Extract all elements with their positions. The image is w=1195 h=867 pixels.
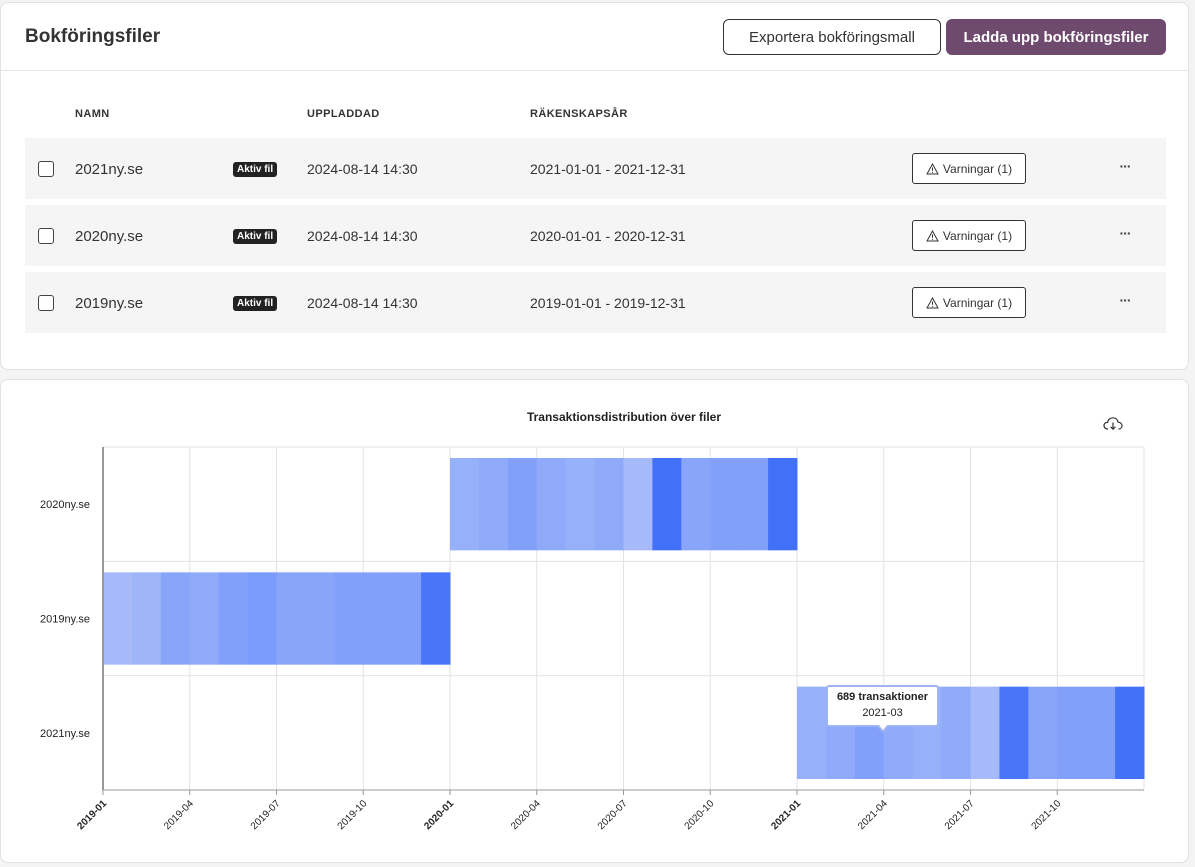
x-tick-label: 2019-01 bbox=[75, 798, 109, 832]
upload-files-button[interactable]: Ladda upp bokföringsfiler bbox=[946, 19, 1166, 55]
heatmap-cell bbox=[999, 686, 1029, 779]
warnings-label: Varningar (1) bbox=[942, 295, 1013, 310]
active-file-badge: Aktiv fil bbox=[233, 296, 278, 311]
heatmap-cell bbox=[218, 572, 249, 665]
x-tick-label: 2020-07 bbox=[596, 798, 630, 832]
x-tick-label: 2020-04 bbox=[509, 798, 543, 832]
chart-tooltip: 689 transaktioner 2021-03 bbox=[826, 685, 939, 727]
x-tick-label: 2021-01 bbox=[769, 798, 803, 832]
chart-title: Transaktionsdistribution över filer bbox=[526, 410, 722, 424]
heatmap-cell bbox=[1086, 686, 1116, 779]
fiscal-year: 2019-01-01 - 2019-12-31 bbox=[530, 295, 686, 311]
heatmap-cell bbox=[507, 458, 538, 551]
heatmap-cell bbox=[970, 686, 1000, 779]
file-name: 2019ny.se bbox=[75, 295, 144, 312]
heatmap-cell bbox=[739, 458, 769, 551]
more-options-icon[interactable]: ··· bbox=[1119, 158, 1132, 174]
column-header-fiscal-year[interactable]: RÄKENSKAPSÅR bbox=[530, 108, 628, 120]
heatmap-cell bbox=[276, 572, 306, 665]
more-options-icon[interactable]: ··· bbox=[1119, 292, 1132, 308]
heatmap-cell bbox=[392, 572, 422, 665]
heatmap-cell bbox=[189, 572, 220, 665]
uploaded-date: 2024-08-14 14:30 bbox=[307, 228, 418, 244]
heatmap-cell bbox=[421, 572, 451, 665]
row-checkbox[interactable] bbox=[38, 228, 54, 244]
heatmap-cell bbox=[247, 572, 277, 665]
warning-icon bbox=[926, 296, 939, 308]
heatmap-cell bbox=[797, 686, 827, 779]
row-checkbox[interactable] bbox=[38, 295, 54, 311]
heatmap-cell bbox=[103, 572, 133, 665]
row-checkbox[interactable] bbox=[38, 161, 54, 177]
heatmap-cell bbox=[1028, 686, 1058, 779]
warnings-button[interactable]: Varningar (1) bbox=[912, 220, 1026, 251]
file-name: 2021ny.se bbox=[75, 161, 144, 178]
warnings-label: Varningar (1) bbox=[942, 228, 1013, 243]
heatmap-cell bbox=[478, 458, 509, 551]
x-tick-label: 2020-01 bbox=[422, 798, 456, 832]
card-header: Bokföringsfiler Exportera bokföringsmall… bbox=[1, 3, 1188, 71]
x-tick-label: 2020-10 bbox=[683, 798, 717, 832]
x-tick-label: 2019-04 bbox=[162, 798, 196, 832]
warnings-button[interactable]: Varningar (1) bbox=[912, 287, 1026, 318]
table-row: 2021ny.se Aktiv fil 2024-08-14 14:30 202… bbox=[25, 138, 1166, 199]
fiscal-year: 2021-01-01 - 2021-12-31 bbox=[530, 161, 686, 177]
heatmap-cell bbox=[305, 572, 335, 665]
table-row: 2020ny.se Aktiv fil 2024-08-14 14:30 202… bbox=[25, 205, 1166, 266]
tooltip-arrow-inner bbox=[878, 724, 888, 730]
x-tick-label: 2021-10 bbox=[1030, 798, 1064, 832]
heatmap-cell bbox=[334, 572, 364, 665]
x-tick-label: 2019-07 bbox=[249, 798, 283, 832]
fiscal-year: 2020-01-01 - 2020-12-31 bbox=[530, 228, 686, 244]
heatmap-cell bbox=[160, 572, 191, 665]
active-file-badge: Aktiv fil bbox=[233, 162, 278, 177]
file-name: 2020ny.se bbox=[75, 228, 144, 245]
heatmap-cell bbox=[1115, 686, 1145, 779]
heatmap-cell bbox=[941, 686, 971, 779]
table-row: 2019ny.se Aktiv fil 2024-08-14 14:30 201… bbox=[25, 272, 1166, 333]
heatmap-cell bbox=[536, 458, 567, 551]
tooltip-count: 689 transaktioner bbox=[836, 691, 929, 703]
heatmap-cell bbox=[768, 458, 798, 551]
more-options-icon[interactable]: ··· bbox=[1119, 225, 1132, 241]
cloud-download-icon[interactable] bbox=[1103, 416, 1123, 432]
page-title: Bokföringsfiler bbox=[25, 26, 161, 47]
warning-icon bbox=[926, 162, 939, 174]
heatmap-cell bbox=[594, 458, 624, 551]
heatmap-cell bbox=[710, 458, 740, 551]
heatmap-cell bbox=[623, 458, 653, 551]
heatmap-cell bbox=[1057, 686, 1087, 779]
active-file-badge: Aktiv fil bbox=[233, 229, 278, 244]
x-tick-label: 2021-07 bbox=[943, 798, 977, 832]
warnings-label: Varningar (1) bbox=[942, 161, 1013, 176]
tooltip-month: 2021-03 bbox=[862, 707, 903, 719]
files-card: Bokföringsfiler Exportera bokföringsmall… bbox=[0, 2, 1189, 370]
warnings-button[interactable]: Varningar (1) bbox=[912, 153, 1026, 184]
warning-icon bbox=[926, 229, 939, 241]
heatmap-cell bbox=[363, 572, 393, 665]
column-header-uploaded[interactable]: UPPLADDAD bbox=[307, 108, 380, 120]
heatmap-cell bbox=[681, 458, 711, 551]
heatmap-cell bbox=[565, 458, 596, 551]
x-tick-label: 2019-10 bbox=[336, 798, 370, 832]
x-tick-label: 2021-04 bbox=[856, 798, 890, 832]
uploaded-date: 2024-08-14 14:30 bbox=[307, 161, 418, 177]
y-tick-label: 2019ny.se bbox=[40, 614, 90, 626]
export-template-button[interactable]: Exportera bokföringsmall bbox=[723, 19, 941, 55]
y-tick-label: 2021ny.se bbox=[40, 728, 90, 740]
y-tick-label: 2020ny.se bbox=[40, 499, 90, 511]
heatmap-cell bbox=[652, 458, 682, 551]
uploaded-date: 2024-08-14 14:30 bbox=[307, 295, 418, 311]
heatmap-cell bbox=[450, 458, 480, 551]
column-header-name[interactable]: NAMN bbox=[75, 108, 110, 120]
heatmap-cell bbox=[131, 572, 162, 665]
